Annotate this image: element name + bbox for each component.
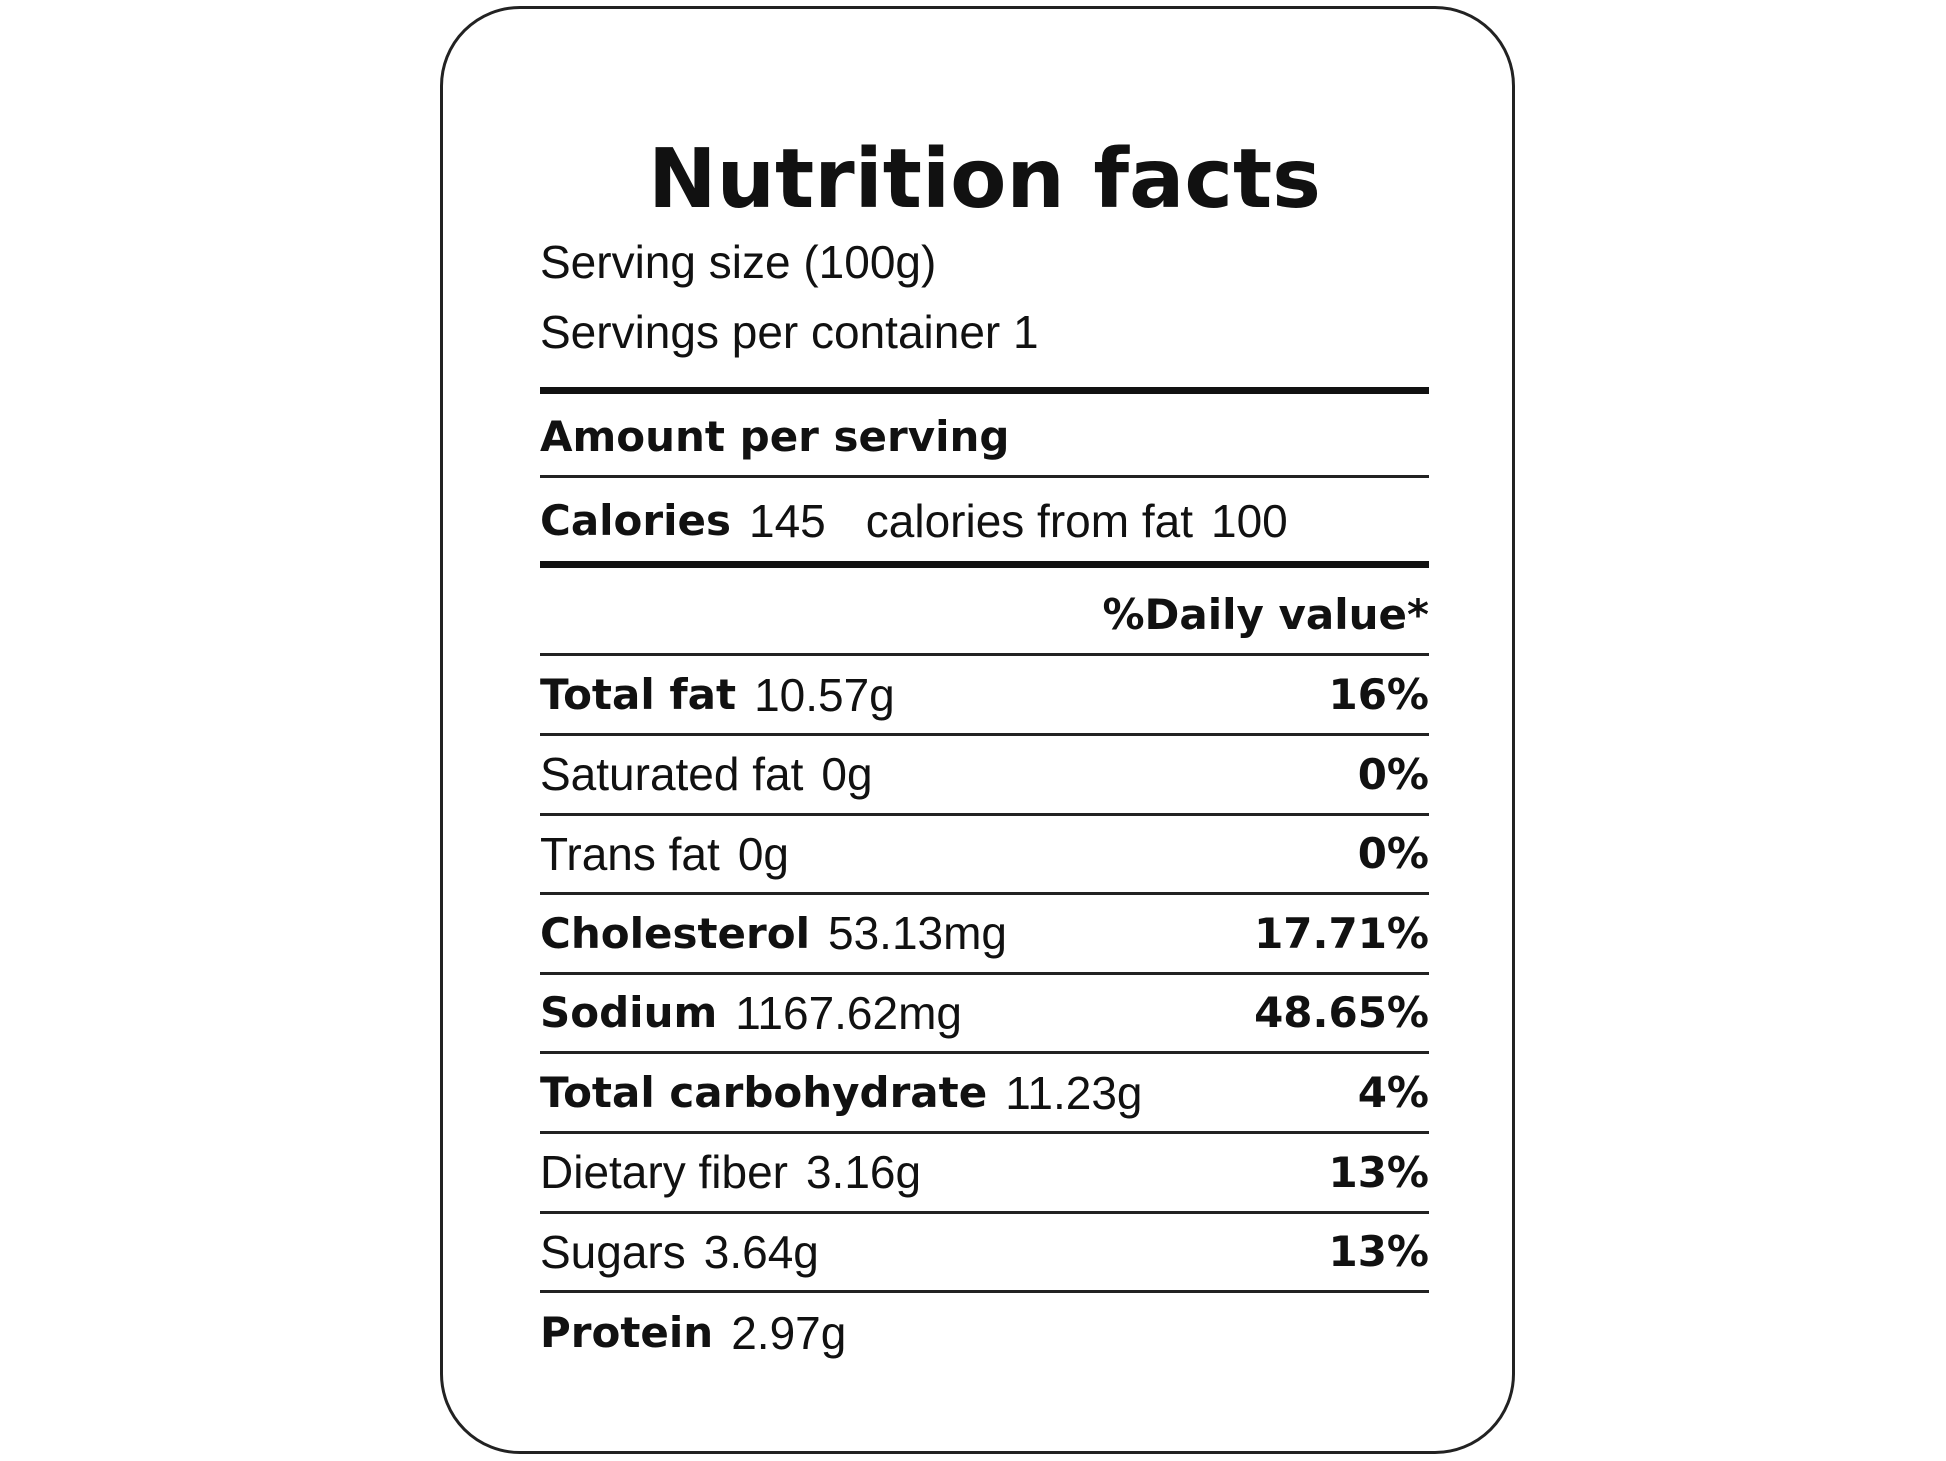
nutrient-daily-value: 0%: [1357, 829, 1429, 879]
daily-value-header: %Daily value*: [1102, 590, 1429, 639]
nutrient-daily-value: 16%: [1328, 670, 1429, 719]
nutrient-amount: 11.23g: [1005, 1066, 1143, 1119]
nutrient-daily-value: 48.65%: [1254, 988, 1429, 1038]
nutrient-name: Cholesterol: [540, 908, 810, 958]
nutrient-amount: 1167.62mg: [735, 986, 962, 1039]
nutrient-row: Protein 2.97g: [540, 1293, 1429, 1373]
daily-value-row: %Daily value*: [540, 576, 1429, 656]
nutrient-name: Sugars: [540, 1225, 686, 1278]
nutrient-row: Total fat 10.57g 16%: [540, 656, 1429, 736]
title: Nutrition facts: [648, 132, 1321, 227]
nutrient-amount: 53.13mg: [828, 907, 1008, 960]
nutrient-amount: 0g: [737, 827, 789, 880]
serving-size: Serving size (100g): [540, 236, 937, 288]
nutrient-name: Trans fat: [540, 827, 720, 880]
servings-per-container: Servings per container 1: [540, 306, 1039, 358]
nutrient-row: Trans fat 0g 0%: [540, 815, 1429, 896]
nutrient-name: Saturated fat: [540, 748, 804, 801]
nutrient-row: Total carbohydrate 11.23g 4%: [540, 1054, 1429, 1134]
nutrient-name: Total carbohydrate: [540, 1068, 988, 1117]
label-border: [440, 6, 1515, 1454]
nutrient-amount: 0g: [821, 748, 873, 801]
nutrient-daily-value: 17.71%: [1254, 908, 1429, 958]
nutrient-row: Dietary fiber 3.16g 13%: [540, 1134, 1429, 1214]
nutrient-name: Sodium: [540, 988, 718, 1038]
nutrient-daily-value: 4%: [1357, 1068, 1429, 1117]
calories-label: Calories: [540, 496, 732, 545]
nutrient-amount: 2.97g: [731, 1306, 847, 1359]
calories-value: 145: [749, 494, 826, 547]
nutrient-row: Sugars 3.64g 13%: [540, 1213, 1429, 1294]
nutrient-row: Cholesterol 53.13mg 17.71%: [540, 895, 1429, 975]
nutrient-daily-value: 0%: [1357, 749, 1429, 799]
nutrient-row: Sodium 1167.62mg 48.65%: [540, 974, 1429, 1055]
nutrient-name: Total fat: [540, 670, 737, 719]
from-fat-value: 100: [1210, 494, 1288, 547]
nutrient-daily-value: 13%: [1328, 1147, 1429, 1197]
nutrient-amount: 10.57g: [754, 668, 895, 721]
amount-per-serving: Amount per serving: [540, 412, 1010, 461]
nutrient-name: Dietary fiber: [540, 1146, 788, 1199]
nutrient-daily-value: 13%: [1328, 1227, 1429, 1277]
nutrient-amount: 3.64g: [703, 1225, 819, 1278]
thick-rule: [540, 387, 1429, 394]
nutrient-row: Saturated fat 0g 0%: [540, 736, 1429, 816]
nutrient-name: Protein: [540, 1308, 714, 1358]
calories-row: Calories 145 calories from fat 100: [540, 480, 1429, 568]
amount-row: Amount per serving: [540, 398, 1429, 478]
from-fat-label: calories from fat: [865, 494, 1193, 547]
nutrient-amount: 3.16g: [805, 1146, 922, 1199]
